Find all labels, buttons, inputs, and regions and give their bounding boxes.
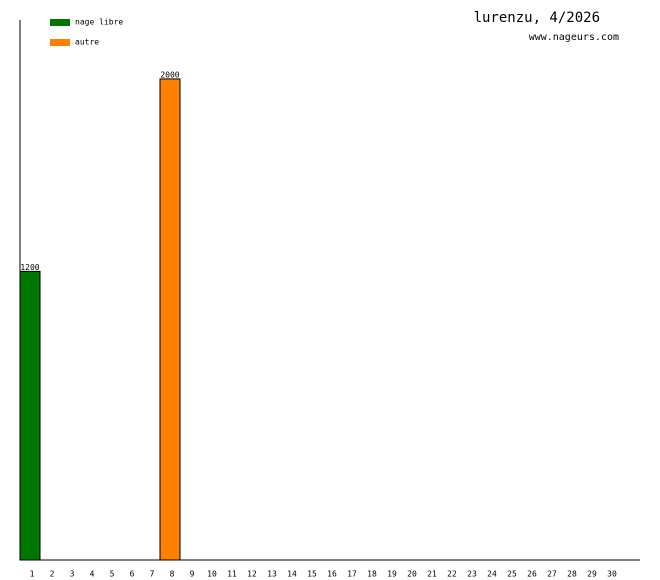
x-tick-label: 21 [427,570,437,579]
bar [19,270,41,561]
x-tick-label: 25 [507,570,517,579]
x-tick-label: 12 [247,570,257,579]
legend-label: autre [75,38,99,47]
value-label: 1200 [20,263,39,272]
x-tick-label: 18 [367,570,377,579]
x-tick-label: 26 [527,570,537,579]
x-tick-label: 20 [407,570,417,579]
x-tick-label: 30 [607,570,617,579]
legend-swatch [50,19,70,26]
x-tick-label: 14 [287,570,297,579]
x-tick-label: 22 [447,570,457,579]
x-tick-label: 15 [307,570,317,579]
x-tick-label: 6 [130,570,135,579]
x-tick-label: 2 [50,570,55,579]
x-tick-label: 7 [150,570,155,579]
x-tick-label: 1 [30,570,35,579]
x-tick-label: 11 [227,570,237,579]
x-tick-label: 16 [327,570,337,579]
chart-subtitle: www.nageurs.com [529,32,619,43]
x-tick-label: 13 [267,570,277,579]
x-tick-label: 10 [207,570,217,579]
chart-title: lurenzu, 4/2026 [474,10,600,26]
legend-swatch [50,39,70,46]
x-tick-label: 5 [110,570,115,579]
value-label: 2000 [160,70,179,79]
x-tick-label: 17 [347,570,357,579]
bar [159,78,181,561]
legend-label: nage libre [75,18,123,27]
x-tick-label: 28 [567,570,577,579]
x-tick-label: 4 [90,570,95,579]
x-tick-label: 9 [190,570,195,579]
x-tick-label: 29 [587,570,597,579]
x-tick-label: 24 [487,570,497,579]
x-tick-label: 27 [547,570,557,579]
x-tick-label: 19 [387,570,397,579]
x-tick-label: 23 [467,570,477,579]
x-tick-label: 3 [70,570,75,579]
x-tick-label: 8 [170,570,175,579]
